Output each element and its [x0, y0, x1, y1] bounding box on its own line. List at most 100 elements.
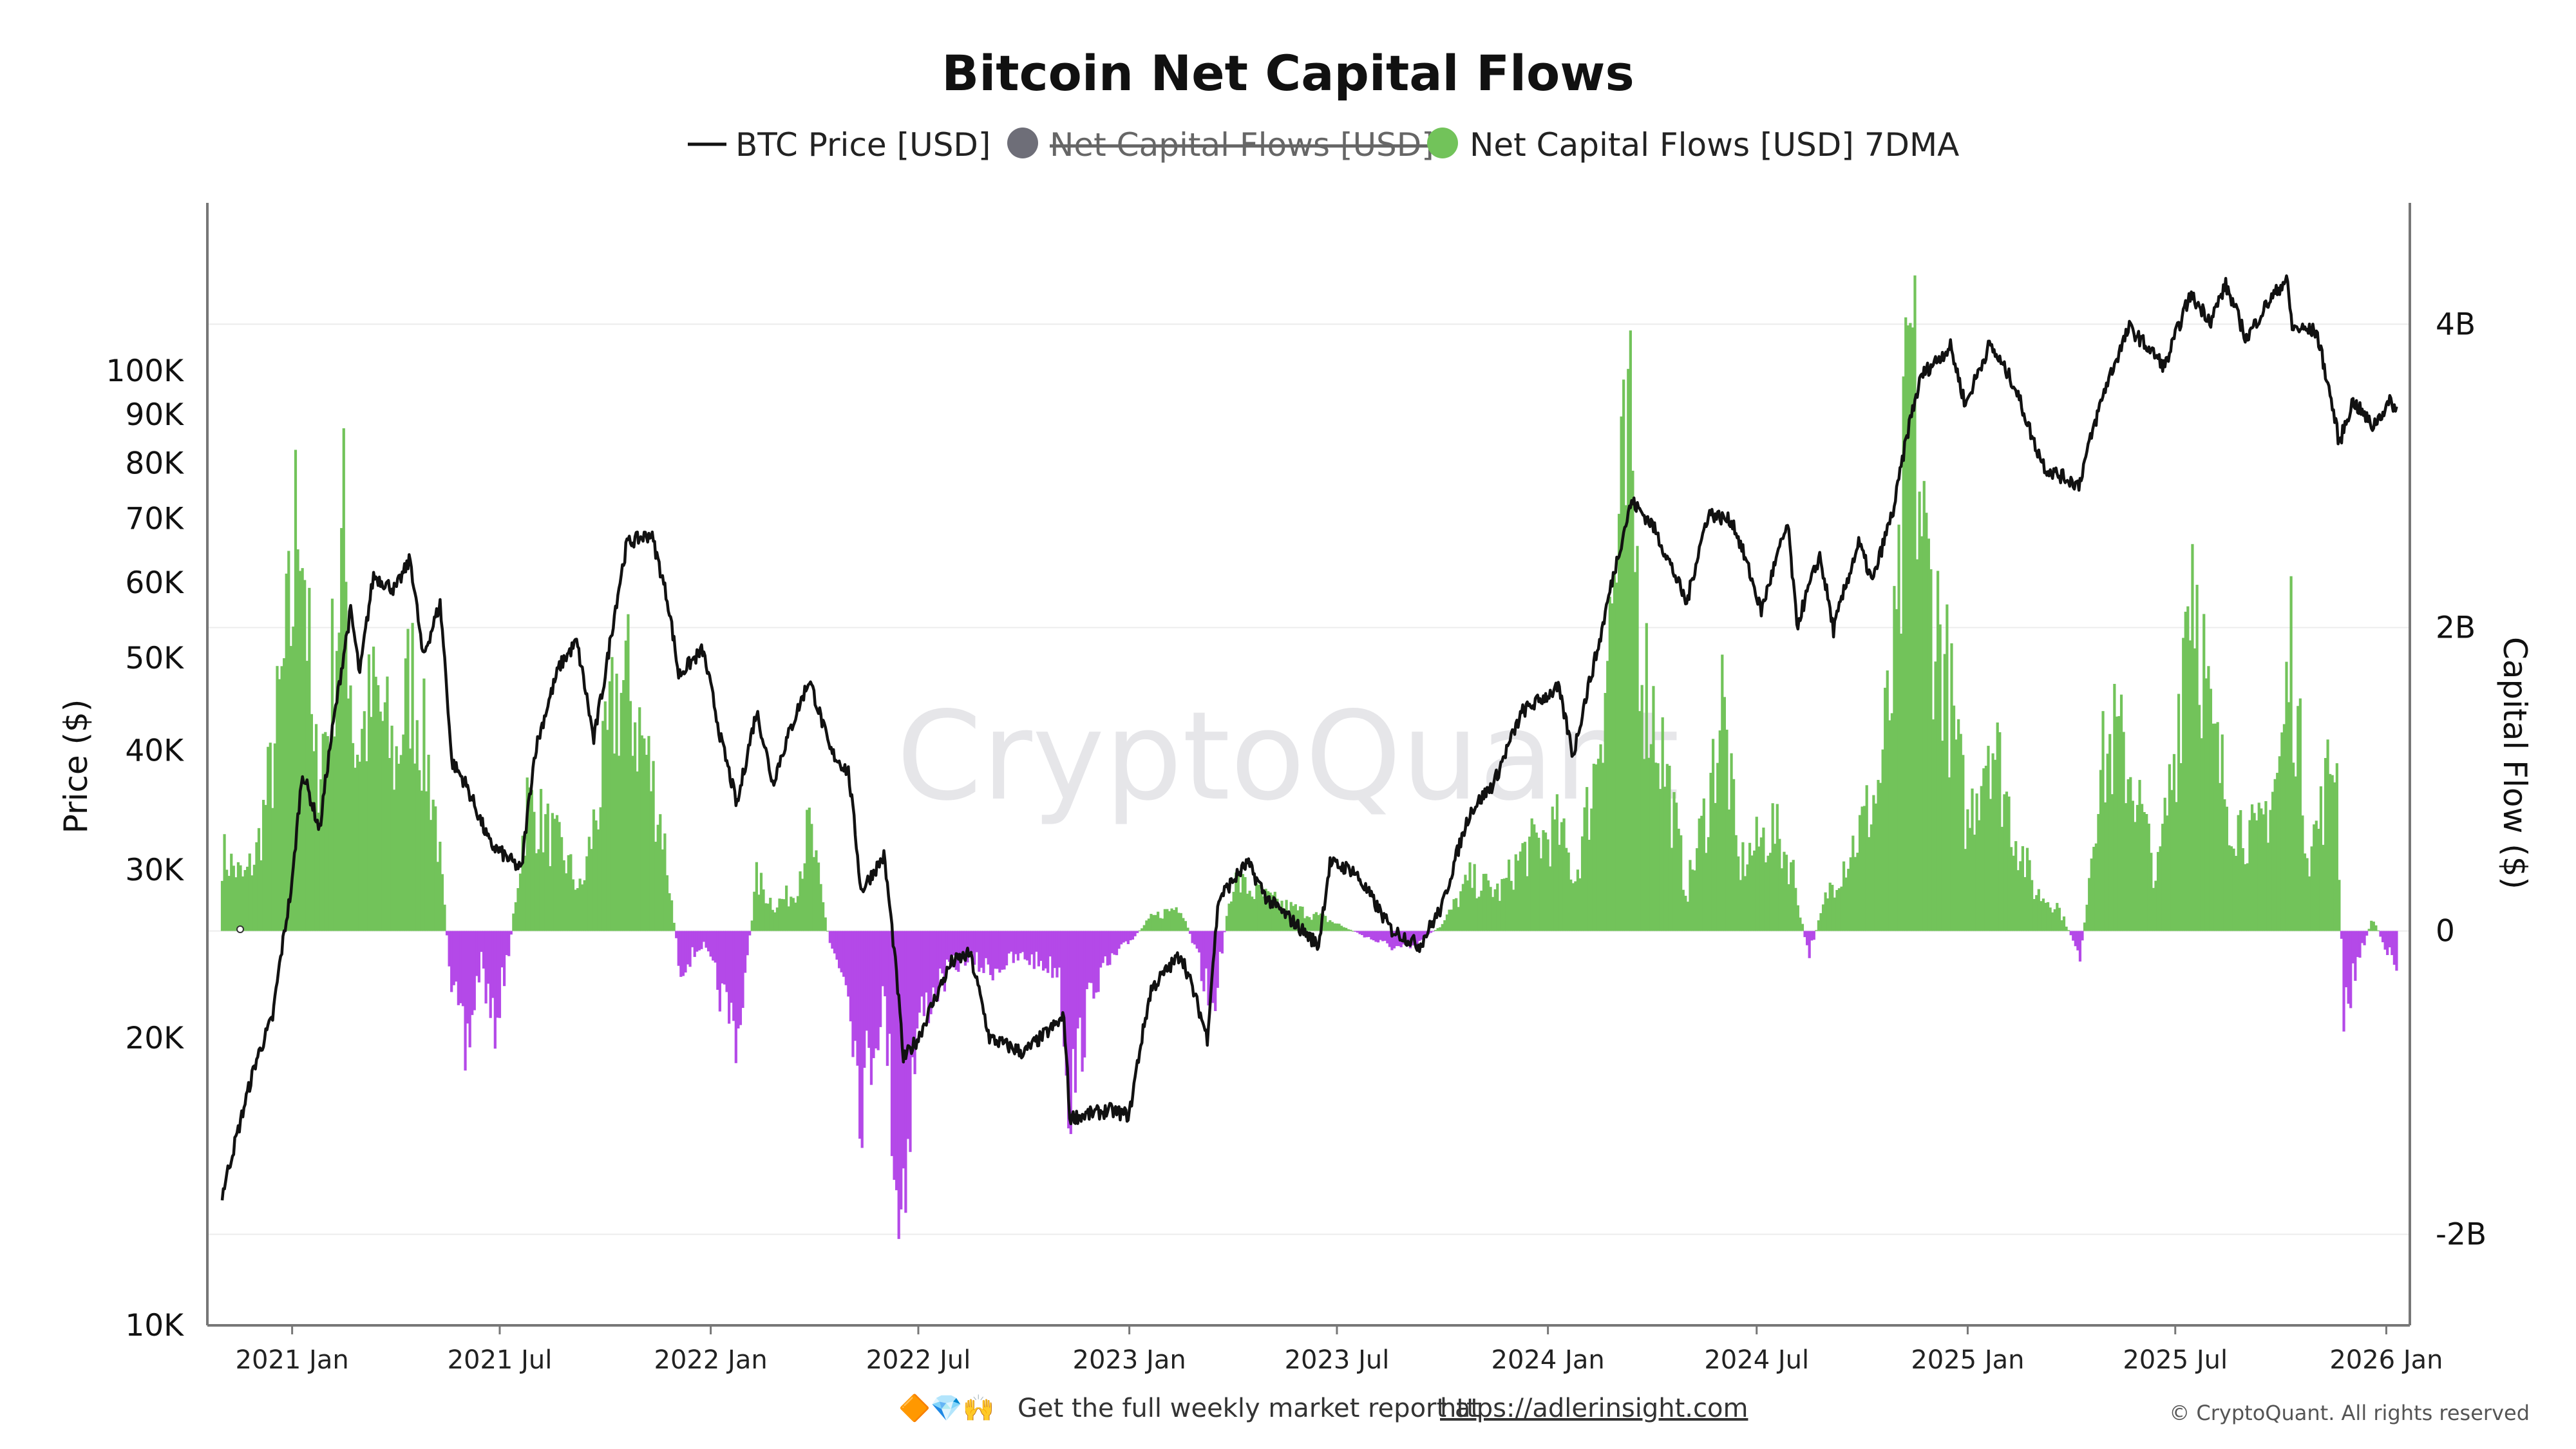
- flow-bar: [518, 873, 522, 931]
- flow-bar: [800, 878, 804, 931]
- footer-link[interactable]: https://adlerinsight.com: [1440, 1394, 1748, 1423]
- flow-bar: [712, 931, 715, 961]
- flow-bar: [661, 849, 664, 931]
- flow-bar: [706, 931, 710, 952]
- flow-bar: [2062, 916, 2066, 931]
- flow-bar: [1151, 914, 1155, 931]
- flow-bar: [1507, 859, 1511, 931]
- flow-bar: [1255, 883, 1258, 931]
- flow-bar: [1645, 623, 1648, 931]
- flow-bar: [2131, 800, 2134, 931]
- flow-bar: [1455, 898, 1458, 931]
- flow-bar: [911, 931, 914, 1057]
- flow-bar: [2202, 614, 2206, 931]
- price-series: [220, 274, 2398, 1201]
- flow-bar: [363, 711, 366, 931]
- flow-bar: [1186, 927, 1189, 931]
- flow-bar: [1711, 739, 1715, 931]
- flow-bar: [1521, 843, 1524, 931]
- flow-bar: [1338, 923, 1341, 931]
- flow-bar: [2005, 791, 2009, 931]
- legend-item-net-capital-flows[interactable]: Net Capital Flows [USD]: [1007, 126, 1434, 164]
- flow-bar: [1769, 853, 1772, 931]
- flow-bar: [796, 896, 800, 931]
- flow-bar: [2298, 698, 2302, 931]
- flow-bar: [1303, 918, 1307, 931]
- flow-bar: [2358, 931, 2362, 958]
- flow-bar: [2248, 820, 2251, 931]
- flow-bar: [2161, 824, 2164, 931]
- flow-bar: [2301, 815, 2304, 931]
- x-tick-label: 2023 Jan: [1073, 1345, 1186, 1375]
- flow-bar: [1858, 815, 1862, 931]
- flow-bar: [759, 873, 763, 931]
- flow-bar: [2351, 931, 2354, 963]
- flow-bar: [2143, 811, 2146, 931]
- flow-bar: [252, 864, 256, 931]
- flow-bar: [860, 931, 864, 1148]
- flow-bar: [461, 931, 465, 1007]
- flow-bar: [2129, 777, 2132, 931]
- flow-bar: [1170, 908, 1173, 931]
- flow-bar: [1690, 869, 1694, 931]
- flow-bar: [2101, 711, 2105, 931]
- flow-bar: [1778, 838, 1781, 931]
- flow-bar: [2213, 723, 2217, 931]
- flow-bar: [1023, 931, 1027, 960]
- flow-bar: [787, 906, 790, 931]
- flow-bar: [994, 931, 997, 969]
- flow-bar: [1696, 848, 1699, 931]
- flow-bar: [1938, 624, 1942, 931]
- flow-bar: [612, 753, 616, 931]
- x-tick-label: 2026 Jan: [2329, 1345, 2443, 1375]
- flow-bar: [471, 931, 474, 1016]
- flow-bar: [567, 855, 570, 931]
- legend-item-btc-price[interactable]: BTC Price [USD]: [688, 126, 990, 164]
- flow-bar: [1037, 931, 1041, 967]
- flow-bar: [280, 666, 283, 931]
- flow-bar: [1881, 749, 1884, 931]
- flow-bar: [700, 931, 703, 949]
- flow-bar: [2391, 931, 2394, 956]
- flow-bar: [549, 866, 552, 931]
- flow-bar: [1492, 896, 1495, 931]
- flow-bar: [631, 755, 634, 931]
- flow-bar: [2014, 841, 2018, 931]
- flow-bar: [833, 931, 837, 954]
- flow-bar: [2246, 863, 2249, 931]
- flow-bar: [1847, 869, 1850, 931]
- flow-bar: [1351, 931, 1354, 932]
- flow-bar: [251, 875, 254, 931]
- flow-bar: [1361, 931, 1364, 935]
- flow-bar: [1457, 907, 1460, 931]
- flow-bar: [1734, 835, 1738, 931]
- flow-bar: [1005, 931, 1009, 966]
- flow-bar: [2344, 931, 2348, 987]
- flow-bar: [1057, 931, 1061, 968]
- flow-bar: [2273, 779, 2277, 931]
- flow-bar: [374, 676, 377, 931]
- flow-bar: [1586, 787, 1589, 931]
- flow-bar: [1681, 889, 1685, 931]
- flow-bar: [1978, 820, 1981, 931]
- flow-bar: [835, 931, 838, 960]
- legend-item-net-capital-flows-7dma[interactable]: Net Capital Flows [USD] 7DMA: [1427, 126, 1959, 164]
- flow-bar: [2244, 864, 2247, 931]
- flow-bar: [815, 850, 818, 931]
- flow-bar: [688, 931, 692, 967]
- flow-bar: [1349, 929, 1352, 931]
- flow-bar: [314, 724, 318, 931]
- flow-bar: [1551, 806, 1554, 931]
- flow-bar: [638, 707, 641, 931]
- flow-bar: [1386, 931, 1389, 943]
- flow-bar: [1578, 878, 1582, 931]
- flow-bar: [526, 777, 529, 931]
- flow-bar: [294, 450, 298, 931]
- flow-bar: [1590, 808, 1593, 931]
- flow-bar: [1365, 931, 1368, 938]
- flow-bar: [1282, 909, 1286, 931]
- flow-bar: [1046, 931, 1050, 973]
- flow-bar: [1416, 931, 1419, 945]
- flow-bar: [1482, 873, 1486, 931]
- flow-bar: [2031, 880, 2034, 931]
